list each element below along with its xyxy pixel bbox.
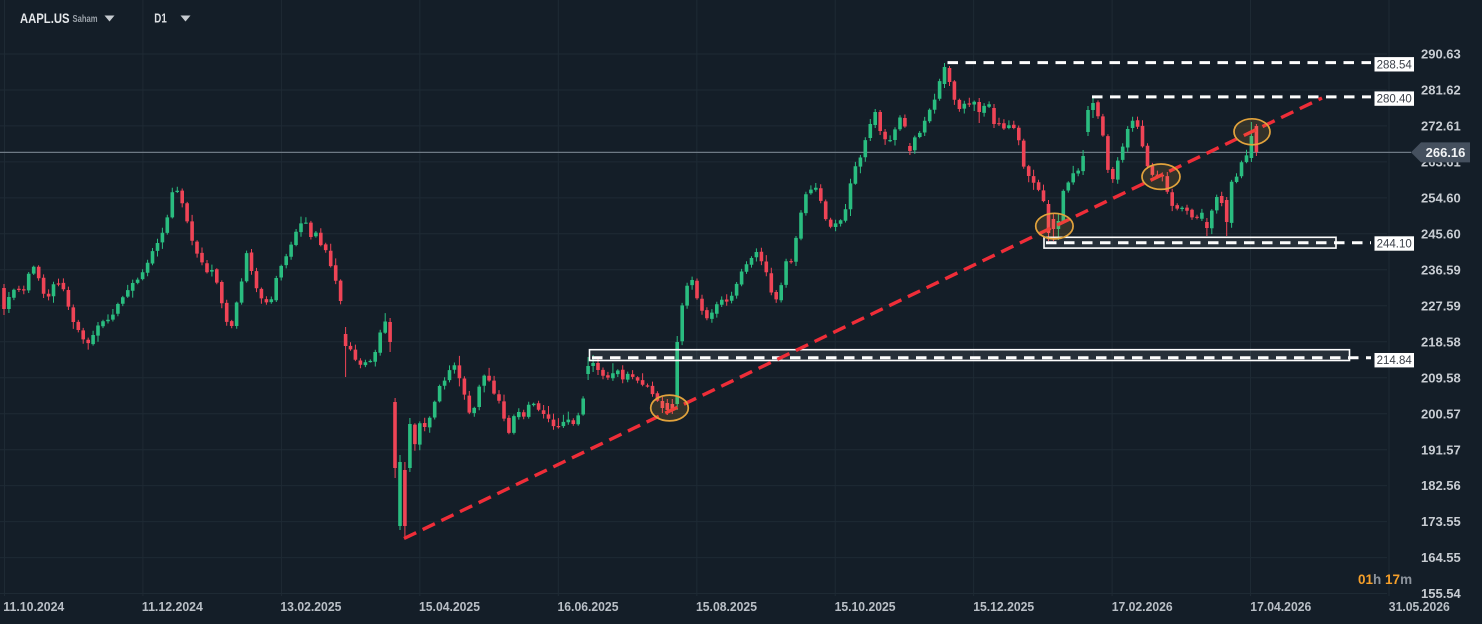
svg-text:17.04.2026: 17.04.2026 [1250, 599, 1311, 614]
svg-text:11.10.2024: 11.10.2024 [3, 599, 65, 614]
svg-text:Saham: Saham [73, 13, 98, 25]
svg-text:15.04.2025: 15.04.2025 [419, 599, 480, 614]
svg-text:288.54: 288.54 [1377, 59, 1413, 71]
svg-text:290.63: 290.63 [1421, 47, 1461, 62]
svg-text:244.10: 244.10 [1377, 239, 1412, 251]
svg-text:218.58: 218.58 [1421, 334, 1461, 349]
svg-text:281.62: 281.62 [1421, 83, 1461, 98]
svg-text:245.60: 245.60 [1421, 226, 1461, 241]
svg-text:191.57: 191.57 [1421, 442, 1461, 457]
svg-text:200.57: 200.57 [1421, 406, 1461, 421]
svg-text:D1: D1 [154, 11, 167, 26]
svg-text:227.59: 227.59 [1421, 298, 1461, 313]
svg-text:155.54: 155.54 [1421, 586, 1462, 601]
svg-text:15.08.2025: 15.08.2025 [696, 599, 757, 614]
svg-text:17.02.2026: 17.02.2026 [1112, 599, 1173, 614]
svg-text:164.55: 164.55 [1421, 550, 1461, 565]
svg-text:173.55: 173.55 [1421, 514, 1461, 529]
svg-text:31.05.2026: 31.05.2026 [1389, 599, 1450, 614]
svg-text:266.16: 266.16 [1426, 145, 1466, 160]
svg-text:15.10.2025: 15.10.2025 [835, 599, 896, 614]
svg-text:AAPL.US: AAPL.US [20, 10, 70, 26]
svg-text:15.12.2025: 15.12.2025 [973, 599, 1034, 614]
svg-text:236.59: 236.59 [1421, 262, 1461, 277]
svg-text:209.58: 209.58 [1421, 370, 1461, 385]
svg-text:182.56: 182.56 [1421, 478, 1461, 493]
svg-text:254.60: 254.60 [1421, 191, 1461, 206]
svg-text:280.40: 280.40 [1377, 94, 1412, 106]
svg-text:214.84: 214.84 [1377, 355, 1413, 367]
svg-text:272.61: 272.61 [1421, 119, 1461, 134]
svg-text:01h 17m: 01h 17m [1358, 572, 1412, 587]
svg-text:13.02.2025: 13.02.2025 [280, 599, 341, 614]
svg-text:11.12.2024: 11.12.2024 [142, 599, 204, 614]
svg-text:16.06.2025: 16.06.2025 [558, 599, 619, 614]
